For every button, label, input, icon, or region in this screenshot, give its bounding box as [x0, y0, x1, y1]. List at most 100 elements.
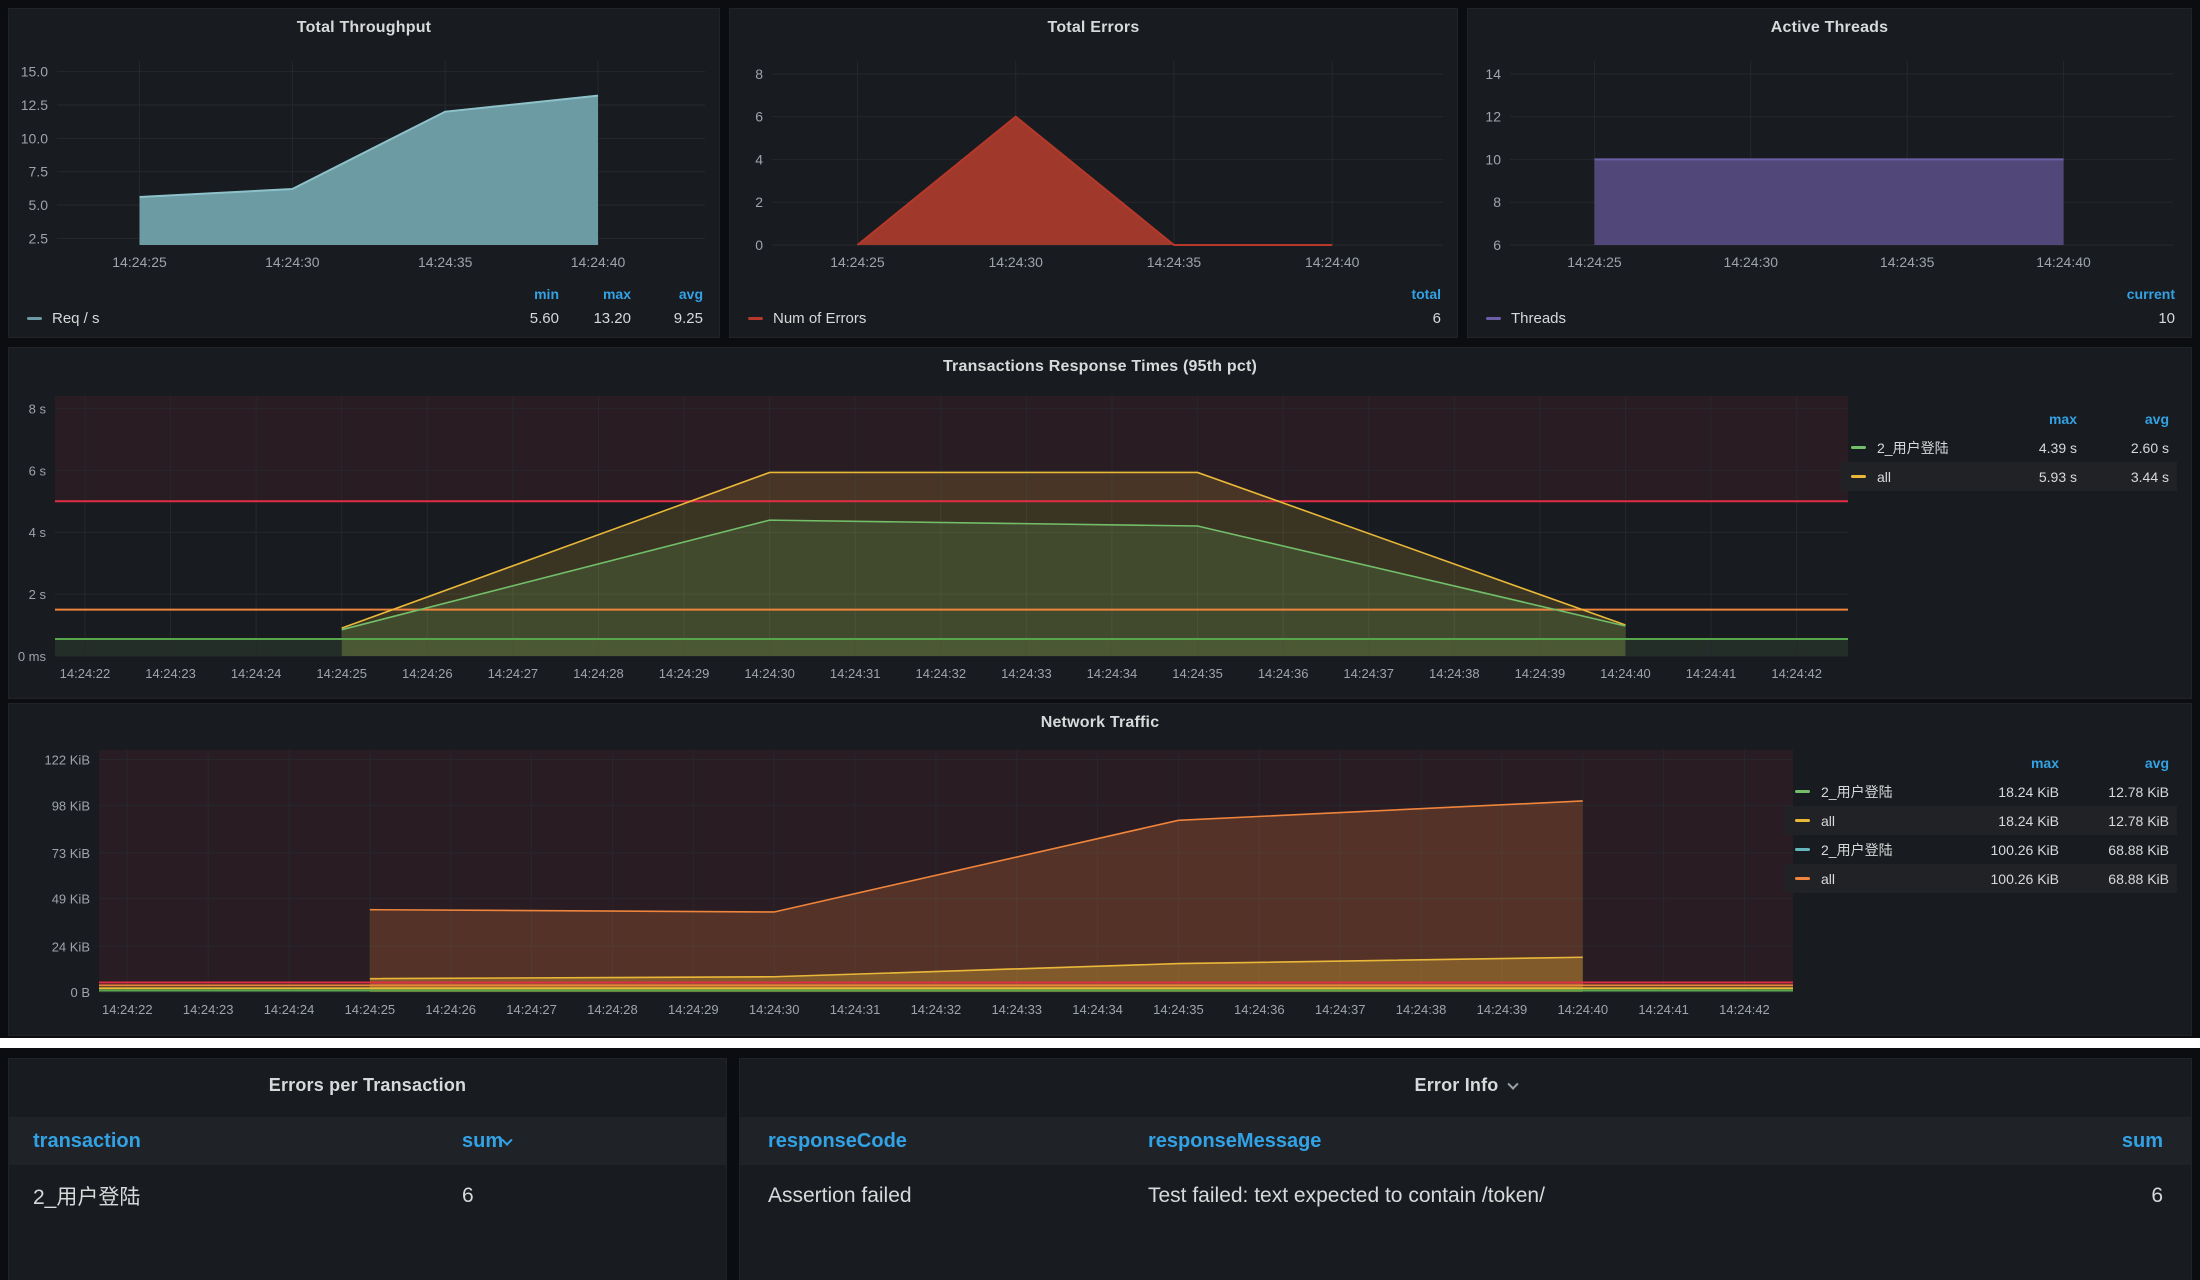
- svg-text:14:24:36: 14:24:36: [1234, 1002, 1285, 1017]
- stat-value-avg: 9.25: [673, 310, 703, 327]
- cell-sum: 6: [2151, 1184, 2163, 1207]
- legend-col-max[interactable]: max: [2030, 754, 2059, 771]
- svg-text:2.5: 2.5: [29, 230, 49, 246]
- legend-item-req-s[interactable]: Req / s: [27, 310, 100, 327]
- stat-value-total: 6: [1432, 310, 1441, 327]
- svg-text:14:24:38: 14:24:38: [1396, 1002, 1447, 1017]
- legend-row-all-received[interactable]: all 100.26 KiB 68.88 KiB: [1785, 864, 2177, 893]
- legend-avg: 12.78 KiB: [2108, 812, 2169, 829]
- stat-header-min: min: [534, 286, 559, 302]
- svg-text:14:24:25: 14:24:25: [112, 254, 167, 270]
- panel-title-total-throughput[interactable]: Total Throughput: [296, 19, 432, 36]
- panel-menu-chevron-icon[interactable]: [1506, 1078, 1519, 1090]
- svg-text:6 s: 6 s: [29, 463, 47, 478]
- stat-header-current: current: [2126, 286, 2175, 302]
- panel-active-threads: Active Threads 14:24:25 14:24:30 14:24:35 1…: [1467, 8, 2192, 338]
- svg-text:14:24:34: 14:24:34: [1072, 1002, 1123, 1017]
- svg-text:14:24:35: 14:24:35: [1880, 254, 1935, 270]
- legend-label: all: [1821, 870, 1836, 887]
- panel-title-errors-per-transaction[interactable]: Errors per Transaction: [268, 1075, 467, 1095]
- svg-text:14:24:36: 14:24:36: [1258, 666, 1309, 681]
- network-traffic-chart[interactable]: 14:24:22 14:24:23 14:24:24 14:24:25 14:24:26…: [9, 738, 1799, 1030]
- svg-text:4 s: 4 s: [29, 525, 47, 540]
- legend-label: all: [1877, 468, 1892, 485]
- legend-row-login-received[interactable]: 2_用户登陆 100.26 KiB 68.88 KiB: [1785, 835, 2177, 864]
- stat-value-min: 5.60: [529, 310, 559, 327]
- legend-item-threads[interactable]: Threads: [1486, 310, 1566, 327]
- svg-text:14:24:28: 14:24:28: [587, 1002, 638, 1017]
- legend-item-num-of-errors[interactable]: Num of Errors: [748, 310, 866, 327]
- legend-col-avg[interactable]: avg: [2144, 754, 2169, 771]
- svg-text:14:24:40: 14:24:40: [1600, 666, 1651, 681]
- panel-title-total-errors[interactable]: Total Errors: [1047, 19, 1140, 36]
- svg-text:8 s: 8 s: [29, 401, 47, 416]
- column-header-response-message[interactable]: responseMessage: [1148, 1129, 1322, 1152]
- legend-row-login-sent[interactable]: 2_用户登陆 18.24 KiB 12.78 KiB: [1785, 777, 2177, 806]
- response-times-chart[interactable]: 14:24:22 14:24:23 14:24:24 14:24:25 14:24:26…: [9, 384, 1854, 694]
- panel-title-active-threads[interactable]: Active Threads: [1770, 19, 1889, 36]
- panel-network-traffic: Network Traffic 14:24:22 14:24:23 14:24:24…: [8, 703, 2192, 1036]
- svg-text:122 KiB: 122 KiB: [44, 753, 90, 768]
- throughput-chart[interactable]: 14:24:25 14:24:30 14:24:35 14:24:40 2.5 5.0 7.…: [9, 43, 721, 275]
- svg-text:14:24:42: 14:24:42: [1771, 666, 1822, 681]
- series-dash-icon: [1486, 317, 1501, 320]
- svg-text:14:24:34: 14:24:34: [1087, 666, 1138, 681]
- svg-text:14:24:37: 14:24:37: [1343, 666, 1394, 681]
- svg-text:14:24:23: 14:24:23: [183, 1002, 234, 1017]
- svg-text:14:24:32: 14:24:32: [911, 1002, 962, 1017]
- stat-header-total: total: [1411, 286, 1441, 302]
- legend-stats: total 6: [1375, 286, 1441, 327]
- legend-col-avg[interactable]: avg: [2144, 410, 2169, 427]
- network-legend: max avg 2_用户登陆 18.24 KiB 12.78 KiB all 1…: [1785, 748, 2177, 893]
- panel-title-network-traffic[interactable]: Network Traffic: [1040, 714, 1160, 731]
- legend-header-row: max avg: [1785, 748, 2177, 777]
- series-dash-icon: [748, 317, 763, 320]
- svg-text:10: 10: [1485, 151, 1501, 167]
- table-row[interactable]: Assertion failed Test failed: text expec…: [740, 1165, 2191, 1227]
- errors-chart[interactable]: 14:24:25 14:24:30 14:24:35 14:24:40 0 2 4 6 8: [730, 43, 1459, 275]
- legend-label: 2_用户登陆: [1821, 783, 1893, 800]
- svg-text:12: 12: [1485, 109, 1501, 125]
- legend-max: 5.93 s: [2038, 468, 2077, 485]
- svg-text:98 KiB: 98 KiB: [52, 798, 90, 813]
- legend-max: 18.24 KiB: [1998, 812, 2059, 829]
- svg-text:0 ms: 0 ms: [18, 649, 47, 664]
- panel-title-response-times[interactable]: Transactions Response Times (95th pct): [942, 358, 1258, 375]
- legend-row-all[interactable]: all 5.93 s 3.44 s: [1841, 462, 2177, 491]
- legend-avg: 68.88 KiB: [2108, 841, 2169, 858]
- svg-text:14:24:24: 14:24:24: [264, 1002, 315, 1017]
- svg-text:14:24:31: 14:24:31: [830, 1002, 881, 1017]
- panel-title-error-info[interactable]: Error Info: [740, 1075, 2191, 1096]
- svg-text:14:24:30: 14:24:30: [744, 666, 795, 681]
- legend-row-login[interactable]: 2_用户登陆 4.39 s 2.60 s: [1841, 433, 2177, 462]
- svg-text:14:24:30: 14:24:30: [265, 254, 320, 270]
- svg-text:2 s: 2 s: [29, 587, 47, 602]
- series-dash-icon: [1795, 877, 1810, 880]
- svg-text:24 KiB: 24 KiB: [52, 939, 90, 954]
- legend-col-max[interactable]: max: [2048, 410, 2077, 427]
- legend-label: Num of Errors: [773, 310, 867, 327]
- legend-row-all-sent[interactable]: all 18.24 KiB 12.78 KiB: [1785, 806, 2177, 835]
- panel-response-times: Transactions Response Times (95th pct) 1…: [8, 347, 2192, 699]
- series-dash-icon: [1795, 819, 1810, 822]
- table-row[interactable]: 2_用户登陆 6: [9, 1165, 726, 1227]
- legend-header-row: max avg: [1841, 404, 2177, 433]
- svg-text:14:24:40: 14:24:40: [571, 254, 626, 270]
- svg-text:14: 14: [1485, 66, 1501, 82]
- legend-max: 100.26 KiB: [1990, 841, 2060, 858]
- legend-label: 2_用户登陆: [1877, 439, 1949, 456]
- svg-text:14:24:25: 14:24:25: [830, 254, 885, 270]
- row-divider: [0, 1038, 2200, 1048]
- svg-text:14:24:39: 14:24:39: [1515, 666, 1566, 681]
- column-header-sum[interactable]: sum: [2121, 1129, 2163, 1152]
- error-info-header: responseCode responseMessage sum: [740, 1117, 2191, 1165]
- svg-text:14:24:41: 14:24:41: [1638, 1002, 1689, 1017]
- column-header-transaction[interactable]: transaction: [33, 1129, 141, 1152]
- svg-text:14:24:30: 14:24:30: [1724, 254, 1779, 270]
- svg-text:14:24:26: 14:24:26: [425, 1002, 476, 1017]
- svg-text:14:24:35: 14:24:35: [1172, 666, 1223, 681]
- column-header-sum[interactable]: sum: [462, 1130, 702, 1153]
- threads-chart[interactable]: 14:24:25 14:24:30 14:24:35 14:24:40 6 8 10 12 14: [1468, 43, 2193, 275]
- column-header-response-code[interactable]: responseCode: [768, 1129, 907, 1152]
- legend-stats: current 10: [2095, 286, 2175, 327]
